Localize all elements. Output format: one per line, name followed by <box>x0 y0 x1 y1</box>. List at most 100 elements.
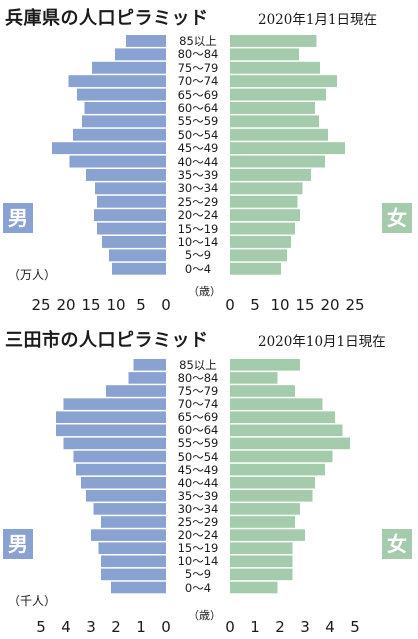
female-axis-tick: 10 <box>270 296 290 314</box>
male-bar <box>93 503 166 515</box>
age-band-label: 65～69 <box>177 410 219 425</box>
age-band-label: 70～74 <box>177 74 219 89</box>
age-band-label: 55～59 <box>177 436 219 451</box>
female-bar <box>230 169 311 181</box>
female-axis-tick: 5 <box>250 296 260 314</box>
female-bar <box>230 88 326 101</box>
unit-label: （万人） <box>8 268 57 282</box>
male-bar <box>86 169 166 181</box>
male-bar <box>98 542 166 554</box>
male-bar <box>101 555 166 568</box>
age-band-label: 60～64 <box>177 423 219 438</box>
age-band-label: 35～39 <box>177 167 219 182</box>
male-bar <box>91 529 166 541</box>
male-bar <box>106 385 166 397</box>
male-axis-tick: 10 <box>106 296 126 314</box>
male-bar <box>73 128 166 141</box>
female-bar <box>230 236 291 248</box>
female-bar <box>230 503 300 515</box>
male-bar <box>95 182 166 195</box>
male-axis-tick: 0 <box>161 296 171 314</box>
male-bar <box>102 236 166 248</box>
male-bar <box>115 48 166 61</box>
age-band-label: 0～4 <box>184 261 212 276</box>
female-axis-tick: 2 <box>275 618 285 636</box>
age-band-label: 45～49 <box>177 141 219 156</box>
female-bar <box>230 75 337 88</box>
male-bar <box>97 195 166 208</box>
female-bar <box>230 61 320 74</box>
sanda-pyramid-chart <box>56 359 350 594</box>
age-band-label: 25～29 <box>177 515 219 529</box>
chart-date: 2020年1月1日現在 <box>258 12 378 28</box>
age-unit-label: （歳） <box>188 609 221 622</box>
female-axis-tick: 3 <box>300 618 310 636</box>
female-bar <box>230 555 293 568</box>
female-bar <box>230 581 278 594</box>
age-band-label: 5～9 <box>184 567 212 582</box>
female-bar <box>230 209 300 222</box>
female-axis-tick: 20 <box>320 296 340 314</box>
age-unit-label: （歳） <box>188 285 221 298</box>
age-band-label: 10～14 <box>177 234 219 249</box>
female-bar <box>230 411 335 423</box>
female-bar <box>230 128 328 141</box>
age-band-label: 25～29 <box>177 194 219 209</box>
male-bar <box>77 88 166 101</box>
chart-title: 兵庫県の人口ピラミッド <box>5 8 209 29</box>
female-axis-tick: 5 <box>350 618 360 636</box>
age-band-label: 40～44 <box>177 154 219 169</box>
male-bar <box>92 61 166 74</box>
female-bar <box>230 35 317 47</box>
age-band-label: 35～39 <box>177 488 219 503</box>
age-band-label: 10～14 <box>177 554 219 569</box>
female-bar <box>230 222 295 235</box>
chart-date: 2020年10月1日現在 <box>258 334 386 350</box>
unit-label: （千人） <box>8 594 57 608</box>
female-bar <box>230 490 313 502</box>
female-bar <box>230 424 343 437</box>
male-bar <box>112 262 166 275</box>
female-bar <box>230 542 293 554</box>
female-bar <box>230 155 325 168</box>
male-bar <box>52 142 166 155</box>
female-axis-tick: 0 <box>225 618 235 636</box>
male-bar <box>133 359 166 371</box>
female-bar <box>230 102 315 114</box>
male-bar <box>56 411 166 423</box>
age-band-label: 30～34 <box>177 501 219 516</box>
male-axis-tick: 25 <box>31 296 51 314</box>
age-band-label: 85以上 <box>179 33 217 48</box>
age-band-label: 75～79 <box>177 60 219 75</box>
female-bar <box>230 450 333 463</box>
female-axis-tick: 0 <box>225 296 235 314</box>
chart-title: 三田市の人口ピラミッド <box>5 330 209 351</box>
female-bar <box>230 385 295 397</box>
male-axis-tick: 20 <box>56 296 76 314</box>
male-bar <box>97 222 166 235</box>
age-band-label: 40～44 <box>177 475 219 490</box>
female-bar <box>230 372 278 384</box>
female-bar <box>230 463 325 476</box>
age-band-label: 20～24 <box>177 528 219 543</box>
female-bar <box>230 398 323 410</box>
age-band-label: 65～69 <box>177 87 219 102</box>
female-label: 女 <box>382 203 412 233</box>
female-bar <box>230 262 281 275</box>
female-bar <box>230 568 293 581</box>
male-bar <box>101 516 166 528</box>
male-bar <box>63 398 166 410</box>
male-bar <box>84 102 166 114</box>
age-band-label: 15～19 <box>177 221 219 236</box>
age-band-label: 50～54 <box>177 127 219 142</box>
age-band-label: 80～84 <box>177 47 219 62</box>
female-label: 女 <box>382 529 412 559</box>
male-axis-tick: 5 <box>36 618 46 636</box>
male-axis-tick: 0 <box>161 618 171 636</box>
male-axis-tick: 5 <box>136 296 146 314</box>
hyogo-pyramid-chart <box>52 35 345 275</box>
female-bar <box>230 182 303 195</box>
age-band-label: 20～24 <box>177 208 219 223</box>
female-axis-tick: 15 <box>295 296 315 314</box>
age-band-label: 85以上 <box>179 357 217 372</box>
